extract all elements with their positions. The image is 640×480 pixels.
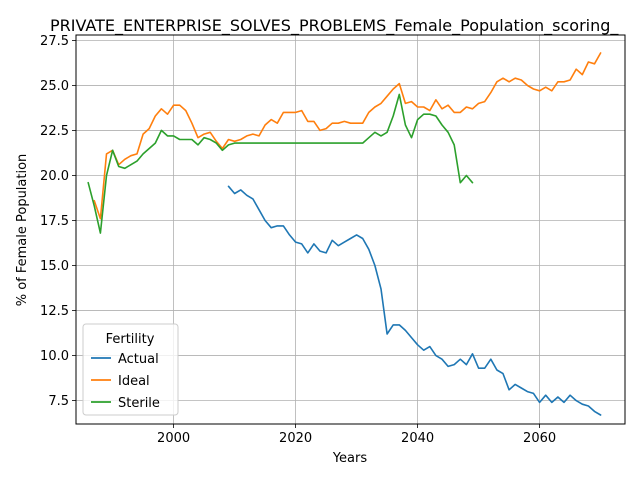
y-tick-label: 25.0 — [40, 79, 69, 94]
series-line-ideal — [93, 52, 602, 220]
y-tick-label: 7.5 — [48, 394, 69, 409]
y-tick-label: 22.5 — [40, 124, 69, 139]
y-tick-label: 20.0 — [40, 169, 69, 184]
x-tick-label: 2000 — [157, 431, 190, 446]
plot-frame — [75, 34, 626, 425]
series-line-sterile — [87, 93, 474, 234]
y-tick-label: 15.0 — [40, 259, 69, 274]
y-tick-label: 27.5 — [40, 34, 69, 49]
series-line-actual — [227, 185, 602, 416]
legend-label-ideal: Ideal — [118, 374, 150, 389]
ticks: 2000 2020 2040 2060 7.5 10.0 12.5 15.0 17.5 20.0 2… — [40, 34, 556, 446]
y-axis-label: % of Female Population — [15, 154, 30, 307]
series-layer — [87, 52, 602, 416]
chart-title: PRIVATE_ENTERPRISE_SOLVES_PROBLEMS_Femal… — [50, 16, 619, 36]
legend-label-sterile: Sterile — [118, 396, 160, 411]
x-tick-label: 2060 — [523, 431, 556, 446]
y-tick-label: 17.5 — [40, 214, 69, 229]
legend-label-actual: Actual — [118, 352, 159, 367]
legend: Fertility Actual Ideal Sterile — [82, 323, 179, 416]
legend-box — [82, 323, 179, 416]
y-tick-label: 10.0 — [40, 349, 69, 364]
x-axis-label: Years — [332, 451, 368, 466]
x-tick-label: 2020 — [279, 431, 312, 446]
x-tick-label: 2040 — [401, 431, 434, 446]
legend-title: Fertility — [106, 332, 155, 347]
y-tick-label: 12.5 — [40, 304, 69, 319]
